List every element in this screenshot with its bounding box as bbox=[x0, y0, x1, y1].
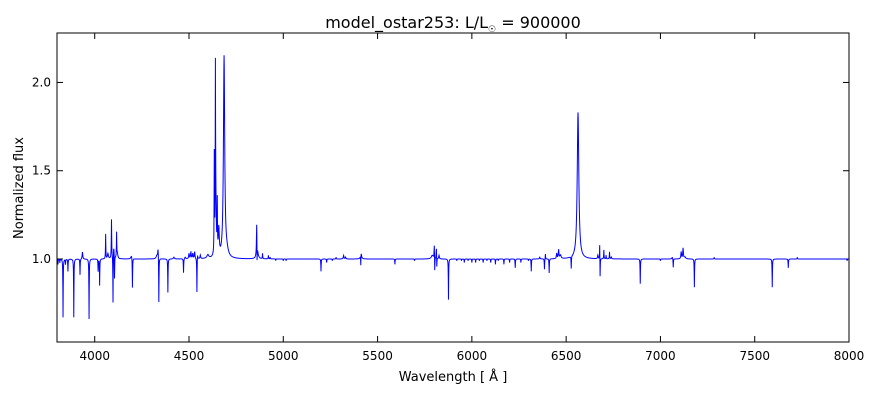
x-tick-label: 5000 bbox=[268, 349, 299, 363]
y-tick-label: 2.0 bbox=[32, 75, 51, 89]
y-tick-label: 1.5 bbox=[32, 164, 51, 178]
spectrum-line bbox=[57, 55, 849, 320]
y-axis-label: Normalized flux bbox=[12, 137, 27, 239]
x-axis-label: Wavelength [ Å ] bbox=[399, 369, 508, 385]
x-tick-label: 7000 bbox=[645, 349, 676, 363]
x-tick-label: 6000 bbox=[457, 349, 488, 363]
chart-title: model_ostar253: L/L☉ = 900000 bbox=[325, 13, 581, 35]
x-tick-label: 6500 bbox=[551, 349, 582, 363]
plot-frame bbox=[56, 32, 850, 343]
x-tick-label: 8000 bbox=[834, 349, 865, 363]
x-tick-label: 7500 bbox=[739, 349, 770, 363]
x-tick-label: 4500 bbox=[174, 349, 205, 363]
x-tick-label: 5500 bbox=[362, 349, 393, 363]
y-tick-label: 1.0 bbox=[32, 252, 51, 266]
x-tick-label: 4000 bbox=[79, 349, 110, 363]
